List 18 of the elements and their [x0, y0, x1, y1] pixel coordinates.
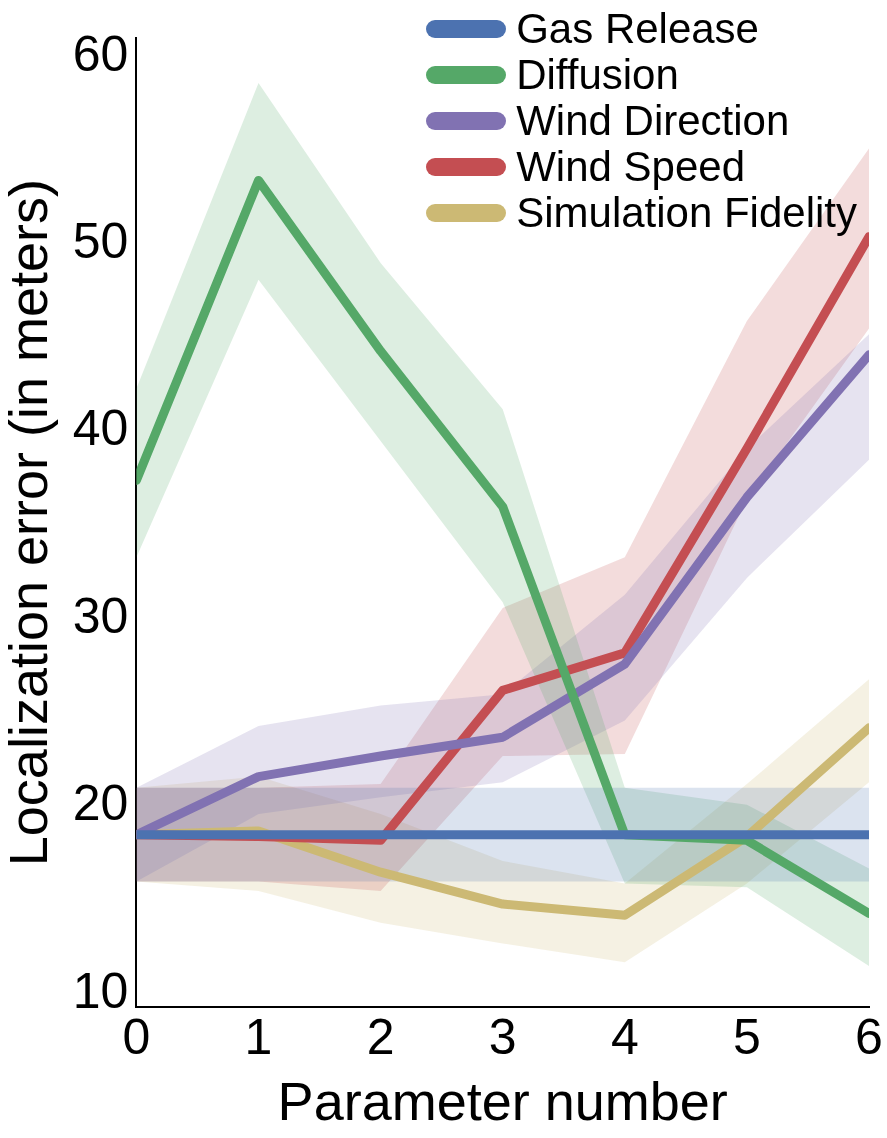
- legend-label: Simulation Fidelity: [516, 189, 857, 236]
- legend-label: Wind Direction: [516, 97, 790, 144]
- x-tick-label: 3: [488, 1008, 517, 1065]
- y-tick-label: 20: [72, 775, 129, 832]
- legend-label: Wind Speed: [516, 143, 745, 190]
- legend-label: Gas Release: [516, 5, 759, 52]
- y-tick-label: 60: [72, 25, 129, 82]
- x-tick-label: 2: [366, 1008, 395, 1065]
- x-tick-label: 5: [733, 1008, 761, 1065]
- legend-label: Diffusion: [516, 51, 679, 98]
- y-tick-label: 50: [72, 212, 129, 269]
- y-axis-title: Localization error (in meters): [0, 178, 59, 867]
- x-tick-label: 4: [610, 1008, 639, 1065]
- x-tick-label: 1: [244, 1008, 273, 1065]
- x-tick-label: 6: [855, 1008, 883, 1065]
- y-tick-label: 30: [72, 587, 129, 644]
- x-axis-title: Parameter number: [277, 1071, 728, 1132]
- y-tick-label: 40: [72, 400, 129, 457]
